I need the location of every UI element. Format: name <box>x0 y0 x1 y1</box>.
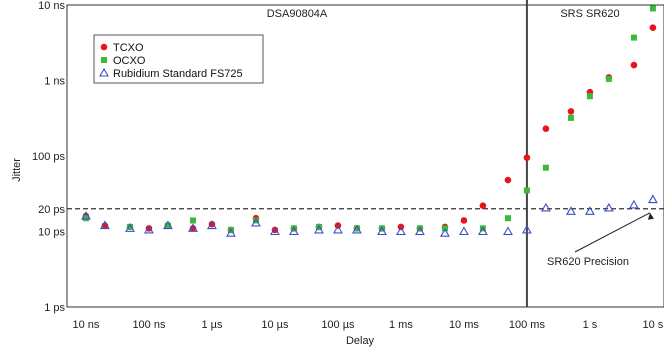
point-rubidium <box>225 228 236 237</box>
x-tick-label: 10 ns <box>73 319 100 331</box>
point-tcxo <box>145 225 153 232</box>
point-rubidium <box>477 226 488 236</box>
point-tcxo <box>567 108 575 115</box>
x-tick-label: 10 s <box>643 319 664 331</box>
point-tcxo <box>504 176 512 184</box>
y-tick-label: 10 ps <box>38 227 65 239</box>
point-ocxo <box>523 187 530 194</box>
y-tick-label: 20 ps <box>38 204 65 216</box>
y-tick-label: 1 ns <box>44 76 65 88</box>
point-rubidium <box>207 220 217 230</box>
point-ocxo <box>567 114 574 121</box>
point-tcxo <box>523 154 531 161</box>
point-rubidium <box>269 226 280 236</box>
legend-label: TCXO <box>113 42 144 54</box>
point-tcxo <box>271 226 279 234</box>
legend-label: OCXO <box>113 55 146 67</box>
y-axis-title: Jitter <box>11 158 23 182</box>
point-tcxo <box>542 125 550 132</box>
point-tcxo <box>208 220 216 228</box>
point-ocxo <box>630 34 637 41</box>
point-ocxo <box>164 222 171 229</box>
point-rubidium <box>395 226 406 236</box>
point-ocxo <box>542 164 549 171</box>
point-rubidium <box>603 202 614 212</box>
point-tcxo <box>460 217 468 224</box>
x-tick-label: 1 µs <box>201 319 223 331</box>
point-rubidium <box>440 228 450 237</box>
point-ocxo <box>586 93 593 100</box>
legend-marker <box>100 43 108 51</box>
point-rubidium <box>288 226 299 236</box>
point-ocxo <box>126 223 133 230</box>
point-rubidium <box>458 226 469 236</box>
y-tick-label: 10 ns <box>38 0 65 12</box>
point-tcxo <box>479 202 487 209</box>
point-rubidium <box>566 206 576 215</box>
data-points <box>81 5 658 237</box>
point-rubidium <box>81 210 91 220</box>
section-label-dsa: DSA90804A <box>267 8 328 20</box>
point-rubidium <box>125 223 135 232</box>
point-ocxo <box>504 215 511 222</box>
legend-label: Rubidium Standard FS725 <box>113 68 243 80</box>
point-rubidium <box>332 224 343 234</box>
point-tcxo <box>649 24 657 32</box>
point-rubidium <box>377 226 387 236</box>
point-ocxo <box>189 217 196 224</box>
point-ocxo <box>605 75 612 82</box>
annotation-arrow-line <box>574 212 651 253</box>
point-rubidium <box>414 226 425 236</box>
x-tick-label: 100 ns <box>132 319 166 331</box>
labels: 10 ns 100 ns 1 µs 10 µs 100 µs 1 ms 10 ms 100 m… <box>11 0 664 347</box>
point-ocxo <box>82 215 89 222</box>
x-tick-label: 100 µs <box>321 319 355 331</box>
point-tcxo <box>630 61 638 69</box>
point-rubidium <box>521 224 532 234</box>
point-rubidium <box>503 226 513 236</box>
legend-marker <box>101 57 107 63</box>
x-axis-title: Delay <box>346 335 375 347</box>
point-rubidium <box>351 224 362 234</box>
point-rubidium <box>540 202 551 212</box>
x-tick-label: 100 ms <box>509 319 546 331</box>
point-ocxo <box>252 217 259 224</box>
point-rubidium <box>162 220 173 230</box>
point-rubidium <box>628 199 639 209</box>
x-tick-label: 1 s <box>583 319 598 331</box>
y-tick-label: 1 ps <box>44 302 65 314</box>
x-tick-label: 10 µs <box>261 319 289 331</box>
annotation-text: SR620 Precision <box>547 256 629 268</box>
x-tick-label: 1 ms <box>389 319 413 331</box>
point-rubidium <box>251 217 261 227</box>
point-rubidium <box>188 223 198 232</box>
point-rubidium <box>584 206 595 215</box>
point-ocxo <box>353 225 360 232</box>
annotation-arrow-head <box>647 212 654 220</box>
y-tick-label: 100 ps <box>32 151 66 163</box>
x-tick-label: 10 ms <box>449 319 479 331</box>
legend-box <box>93 34 264 84</box>
point-ocxo <box>649 5 656 12</box>
legend-marker <box>99 67 109 77</box>
section-label-srs: SRS SR620 <box>560 8 619 20</box>
point-rubidium <box>647 194 658 204</box>
point-rubidium <box>99 220 110 230</box>
point-rubidium <box>144 224 154 234</box>
point-rubidium <box>314 224 324 234</box>
